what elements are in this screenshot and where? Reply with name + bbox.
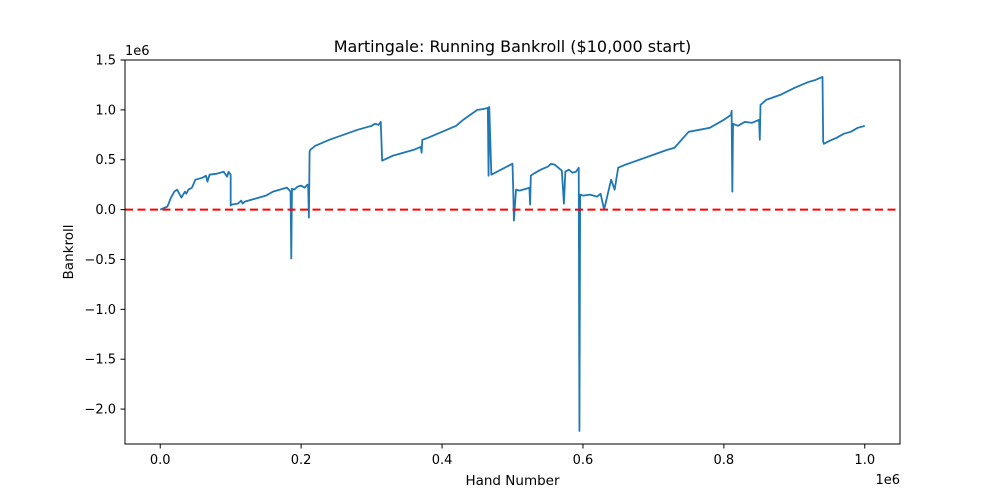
series-line-0 <box>159 76 866 432</box>
x-axis-ticks: 0.0 0.2 0.4 0.6 0.8 1.0 <box>150 444 875 468</box>
chart-title: Martingale: Running Bankroll ($10,000 st… <box>334 37 692 56</box>
x-tick-label: 0.2 <box>291 453 312 468</box>
y-tick-label: −1.5 <box>84 353 116 368</box>
y-tick-label: −2.0 <box>84 403 116 418</box>
y-tick-label: 1.0 <box>95 103 116 118</box>
y-tick-label: 1.5 <box>95 54 116 69</box>
x-axis-offset-label: 1e6 <box>875 473 900 488</box>
y-axis-offset-label: 1e6 <box>125 44 150 59</box>
x-tick-label: 0.8 <box>714 453 735 468</box>
x-tick-label: 0.4 <box>432 453 453 468</box>
x-tick-label: 0.6 <box>573 453 594 468</box>
y-axis-ticks: 1.5 1.0 0.5 0.0 −0.5 −1.0 −1.5 −2.0 <box>84 54 125 418</box>
y-tick-label: 0.0 <box>95 203 116 218</box>
x-tick-label: 1.0 <box>854 453 875 468</box>
plot-frame <box>124 59 901 445</box>
y-tick-label: −1.0 <box>84 303 116 318</box>
x-tick-label: 0.0 <box>150 453 171 468</box>
series-layer <box>159 76 866 432</box>
y-axis-title: Bankroll <box>61 225 77 280</box>
y-tick-label: −0.5 <box>84 253 116 268</box>
plot-area <box>125 60 900 444</box>
x-axis-title: Hand Number <box>465 473 560 489</box>
y-tick-label: 0.5 <box>95 153 116 168</box>
